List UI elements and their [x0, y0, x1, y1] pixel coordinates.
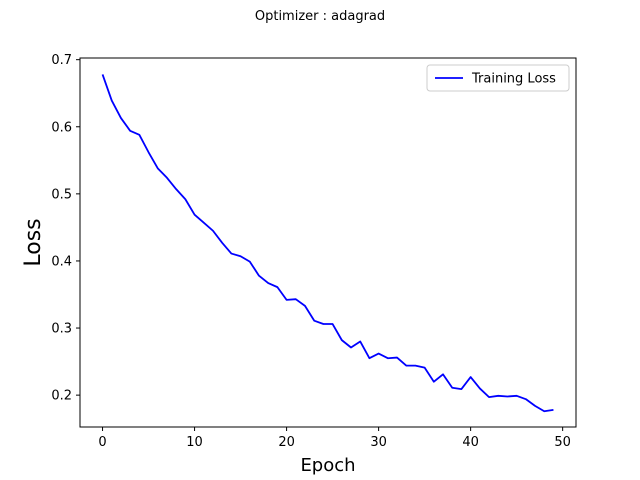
legend-label-training-loss: Training Loss	[471, 72, 556, 87]
y-tick-label: 0.3	[51, 322, 72, 337]
y-tick-label: 0.7	[51, 53, 72, 68]
legend-box	[426, 64, 570, 92]
series-line-training-loss	[101, 74, 554, 413]
axes-frame	[79, 57, 577, 428]
x-tick-label: 20	[278, 435, 295, 450]
x-tick-label: 10	[186, 435, 203, 450]
x-axis-label: Epoch	[300, 455, 355, 476]
chart-title: Optimizer : adagrad	[255, 9, 385, 24]
x-axis: 0 10 20 30 40 50	[98, 427, 571, 450]
legend: Training Loss	[426, 64, 570, 92]
y-tick-label: 0.4	[51, 254, 72, 269]
x-tick-label: 50	[554, 435, 571, 450]
y-tick-label: 0.6	[51, 120, 72, 135]
y-axis: 0.2 0.3 0.4 0.5 0.6 0.7	[51, 53, 80, 404]
y-axis-label: Loss	[21, 218, 46, 266]
x-tick-label: 0	[98, 435, 106, 450]
plot-background	[80, 58, 576, 427]
y-tick-label: 0.2	[51, 389, 72, 404]
series-layer	[101, 74, 554, 413]
y-tick-label: 0.5	[51, 187, 72, 202]
x-tick-label: 40	[462, 435, 479, 450]
plot-area	[80, 58, 576, 427]
x-tick-label: 30	[370, 435, 387, 450]
